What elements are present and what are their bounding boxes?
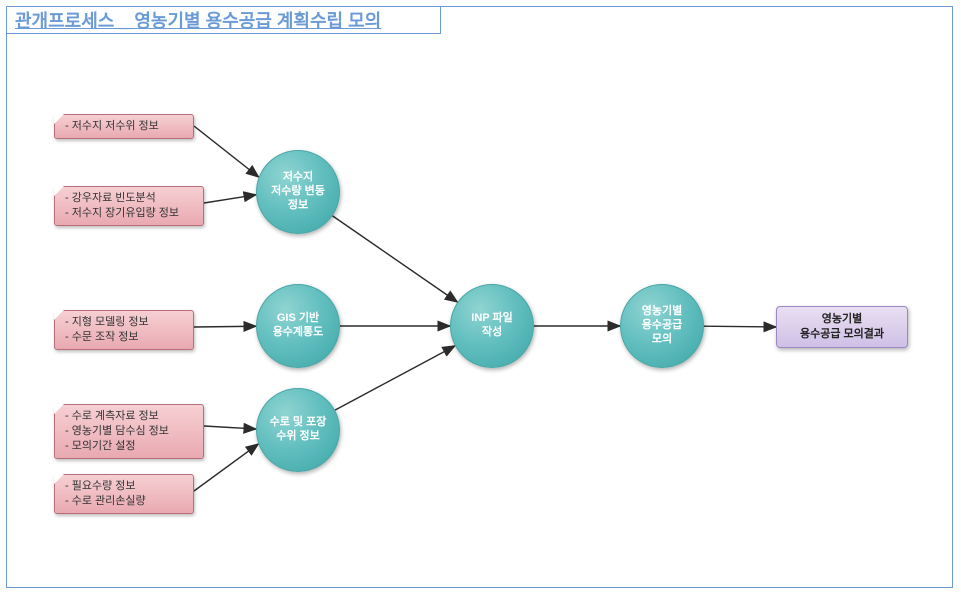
input-line: - 수문 조작 정보 — [65, 330, 185, 345]
input-line: - 저수지 장기유입량 정보 — [65, 206, 195, 221]
input-line: - 지형 모델링 정보 — [65, 315, 185, 330]
input-line: - 영농기별 담수심 정보 — [65, 424, 195, 439]
input-box-in5: - 필요수량 정보- 수로 관리손실량 — [54, 474, 194, 514]
edge-c5-res — [704, 326, 776, 327]
diagram-stage: - 저수지 저수위 정보 - 강우자료 빈도분석- 저수지 장기유입량 정보 - 지… — [6, 6, 953, 588]
input-line: - 모의기간 설정 — [65, 439, 195, 454]
node-label: INP 파일작성 — [471, 312, 512, 340]
node-label: 수로 및 포장수위 정보 — [270, 416, 327, 444]
input-line: - 저수지 저수위 정보 — [65, 119, 185, 134]
node-label: 영농기별용수공급모의 — [642, 305, 682, 346]
edge-c3-c4 — [335, 346, 455, 410]
input-line: - 수로 관리손실량 — [65, 494, 185, 509]
input-line: - 수로 계측자료 정보 — [65, 409, 195, 424]
process-node-c1: 저수지저수량 변동정보 — [256, 150, 340, 234]
node-label: GIS 기반용수계통도 — [273, 312, 324, 340]
process-node-c4: INP 파일작성 — [450, 284, 534, 368]
input-box-in1: - 저수지 저수위 정보 — [54, 114, 194, 139]
edge-c1-c4 — [333, 216, 458, 302]
input-line: - 필요수량 정보 — [65, 479, 185, 494]
result-box: 영농기별용수공급 모의결과 — [776, 306, 908, 348]
node-label: 저수지저수량 변동정보 — [271, 171, 325, 212]
process-node-c2: GIS 기반용수계통도 — [256, 284, 340, 368]
edge-in4-c3 — [204, 426, 256, 429]
input-box-in3: - 지형 모델링 정보- 수문 조작 정보 — [54, 310, 194, 350]
edge-in1-c1 — [194, 126, 259, 177]
process-node-c3: 수로 및 포장수위 정보 — [256, 388, 340, 472]
input-line: - 강우자료 빈도분석 — [65, 191, 195, 206]
input-box-in2: - 강우자료 빈도분석- 저수지 장기유입량 정보 — [54, 186, 204, 226]
input-box-in4: - 수로 계측자료 정보- 영농기별 담수심 정보- 모의기간 설정 — [54, 404, 204, 459]
edge-in3-c2 — [194, 326, 256, 327]
process-node-c5: 영농기별용수공급모의 — [620, 284, 704, 368]
result-label: 영농기별용수공급 모의결과 — [800, 312, 884, 342]
edge-in2-c1 — [204, 195, 256, 203]
